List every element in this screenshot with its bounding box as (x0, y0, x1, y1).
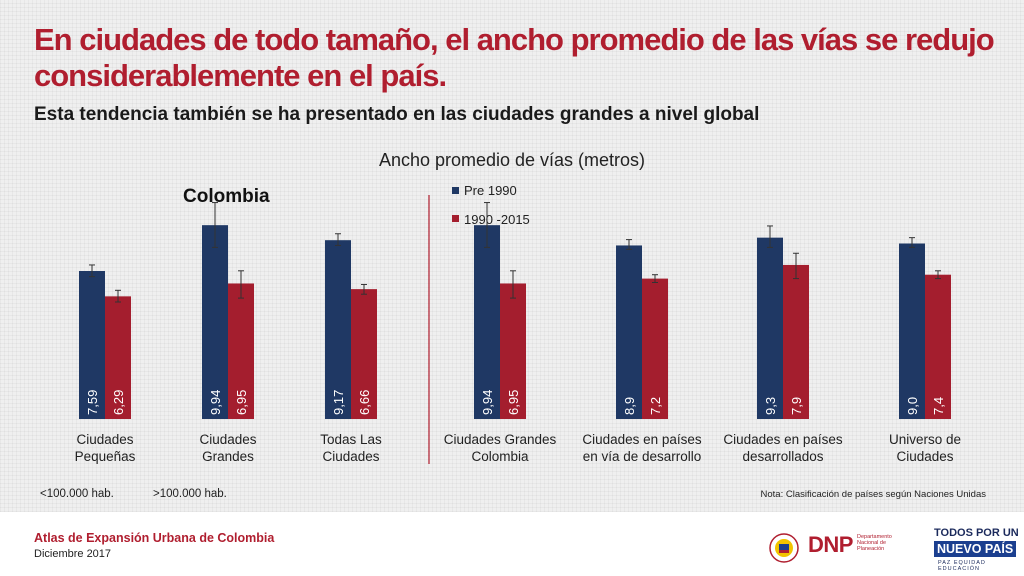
bar-pre-0-1 (202, 225, 228, 419)
category-label-0-2: Todas Las (320, 432, 382, 447)
data-label-post-0-1: 6,95 (234, 390, 249, 415)
legend-swatch-pre (452, 187, 459, 194)
category-label-line2-0-2: Ciudades (322, 449, 379, 464)
bar-post-0-1 (228, 283, 254, 419)
chart-title: Ancho promedio de vías (metros) (379, 150, 645, 170)
dnp-logo (769, 533, 799, 563)
category-label-line2-1-3: Ciudades (896, 449, 953, 464)
bar-post-1-0 (500, 283, 526, 419)
footer-title: Atlas de Expansión Urbana de Colombia (34, 531, 275, 545)
bar-post-1-2 (783, 264, 809, 419)
data-label-pre-0-1: 9,94 (208, 390, 223, 415)
page-subtitle: Esta tendencia también se ha presentado … (34, 104, 760, 125)
legend-swatch-post (452, 215, 459, 222)
data-label-pre-0-2: 9,17 (331, 390, 346, 415)
data-label-post-1-2: 7,9 (789, 397, 804, 415)
chart-note: Nota: Clasificación de países según Naci… (761, 489, 987, 500)
data-label-pre-1-0: 9,94 (480, 390, 495, 415)
bar-post-0-0 (105, 296, 131, 419)
category-label-0-0: Ciudades (76, 432, 133, 447)
page-title: En ciudades de todo tamaño, el ancho pro… (34, 22, 995, 93)
bar-pre-1-1 (616, 245, 642, 419)
legend-label-pre: Pre 1990 (464, 183, 517, 198)
tpun-logo-line3: PAZ EQUIDAD EDUCACIÓN (938, 560, 986, 572)
data-label-post-1-1: 7,2 (648, 397, 663, 415)
bars-group: 7,59 6,29 Ciudades Pequeñas 9,94 6,95 Ciudades… (75, 202, 961, 464)
legend-label-post: 1990 -2015 (464, 212, 530, 227)
note-large-cities: >100.000 hab. (153, 488, 227, 500)
category-label-0-1: Ciudades (199, 432, 256, 447)
footer (0, 512, 1024, 576)
category-label-line2-1-1: en vía de desarrollo (583, 449, 702, 464)
category-label-line2-0-1: Grandes (202, 449, 254, 464)
bar-post-0-2 (351, 289, 377, 419)
data-label-pre-1-2: 9,3 (763, 397, 778, 415)
data-label-pre-0-0: 7,59 (85, 390, 100, 415)
bar-pre-0-2 (325, 240, 351, 419)
bar-post-1-1 (642, 278, 668, 419)
tpun-logo-line1: TODOS POR UN (934, 527, 1019, 539)
data-label-pre-1-3: 9,0 (905, 397, 920, 415)
category-label-1-0: Ciudades Grandes (444, 432, 557, 447)
tpun-logo-line2: NUEVO PAÍS (934, 541, 1017, 557)
category-label-1-2: Ciudades en países (723, 432, 843, 447)
bar-chart: Ancho promedio de vías (metros) Colombia… (40, 150, 987, 500)
bar-pre-1-0 (474, 225, 500, 419)
panel-label-colombia: Colombia (183, 186, 270, 207)
category-label-line2-0-0: Pequeñas (75, 449, 136, 464)
data-label-post-0-0: 6,29 (111, 390, 126, 415)
data-label-post-1-0: 6,95 (506, 390, 521, 415)
category-label-line2-1-0: Colombia (471, 449, 529, 464)
category-label-line2-1-2: desarrollados (742, 449, 823, 464)
data-label-post-1-3: 7,4 (931, 397, 946, 415)
bar-post-1-3 (925, 274, 951, 419)
data-label-post-0-2: 6,66 (357, 390, 372, 415)
note-small-cities: <100.000 hab. (40, 488, 114, 500)
bar-pre-0-0 (79, 270, 105, 419)
dnp-logo-subtext: Departamento Nacional de Planeación (857, 534, 892, 552)
category-label-1-1: Ciudades en países (582, 432, 702, 447)
data-label-pre-1-1: 8,9 (622, 397, 637, 415)
footer-date: Diciembre 2017 (34, 548, 112, 560)
category-label-1-3: Universo de (889, 432, 961, 447)
bar-pre-1-3 (899, 243, 925, 419)
bar-pre-1-2 (757, 237, 783, 419)
dnp-logo-text: DNP (808, 532, 853, 557)
